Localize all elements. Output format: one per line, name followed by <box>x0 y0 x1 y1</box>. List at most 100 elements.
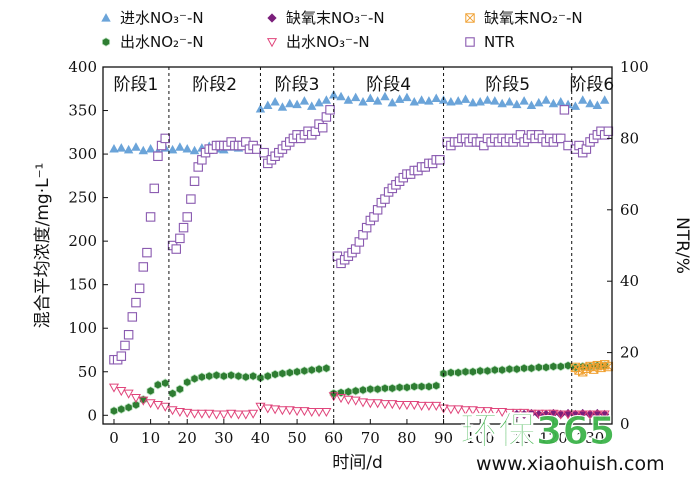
y-right-axis-title: NTR/% <box>672 217 692 274</box>
data-point <box>234 371 243 381</box>
data-point <box>124 402 133 413</box>
data-point <box>446 97 456 106</box>
data-point <box>189 409 200 419</box>
axes: 阶段1 阶段2 阶段3 阶段4 阶段5 阶段6 0 10 20 30 40 50 60 70 80 90 100… <box>33 58 692 473</box>
data-point <box>416 401 427 411</box>
data-point <box>300 366 309 376</box>
data-point <box>599 410 610 420</box>
data-point <box>520 363 529 373</box>
y-right-tick-label: 20 <box>620 344 639 362</box>
data-point <box>134 283 145 294</box>
data-point <box>138 262 149 272</box>
x-tick-label: 20 <box>178 429 197 447</box>
legend-label: 进水NO₃⁻-N <box>120 9 204 27</box>
data-point <box>387 400 398 410</box>
data-point <box>116 143 127 152</box>
data-point <box>123 389 134 399</box>
data-point <box>321 407 332 418</box>
legend-label: NTR <box>484 33 515 51</box>
data-point <box>227 370 236 380</box>
data-point <box>476 366 485 376</box>
data-point <box>504 408 515 418</box>
data-point <box>306 407 317 418</box>
data-point <box>388 383 397 393</box>
legend-label: 出水NO₂⁻-N <box>120 33 204 51</box>
data-point <box>541 95 551 104</box>
data-point <box>138 396 149 406</box>
data-point <box>453 405 464 415</box>
x-tick-label: 30 <box>214 429 233 447</box>
data-point <box>394 94 405 103</box>
data-point <box>204 409 215 419</box>
data-point <box>446 367 455 378</box>
data-point <box>592 100 603 109</box>
data-point <box>241 372 250 382</box>
legend-marker <box>101 13 111 22</box>
data-point <box>248 409 259 419</box>
y-left-axis-title: 混合平均浓度/mg·L⁻¹ <box>33 163 53 329</box>
data-point <box>175 142 185 151</box>
y-left-tick-label: 100 <box>68 319 97 337</box>
data-point <box>578 367 588 377</box>
data-point <box>142 247 152 258</box>
legend-marker <box>465 13 475 23</box>
data-point <box>127 312 138 322</box>
data-point <box>482 407 493 417</box>
data-point <box>183 377 192 387</box>
data-point <box>167 144 178 154</box>
data-point <box>278 368 287 379</box>
data-point <box>196 409 207 419</box>
data-point <box>497 98 507 108</box>
data-point <box>490 365 499 375</box>
data-point <box>160 402 171 412</box>
data-point <box>445 405 456 415</box>
legend-item: 缺氧末NO₂⁻-N <box>465 9 583 27</box>
data-point <box>395 382 404 393</box>
x-tick-label: 40 <box>251 429 270 447</box>
data-point <box>285 98 295 108</box>
data-point <box>233 410 244 420</box>
series-5 <box>109 105 614 365</box>
data-point <box>171 244 181 254</box>
data-point <box>599 360 610 370</box>
data-point <box>592 410 603 420</box>
stage-label: 阶段1 <box>114 75 159 95</box>
data-point <box>108 383 120 393</box>
data-point <box>526 100 537 109</box>
data-point <box>387 97 397 107</box>
data-point <box>431 401 442 411</box>
watermark-logo: 环保365 <box>460 409 615 453</box>
data-point <box>153 380 162 390</box>
data-point <box>394 400 405 411</box>
x-axis-title: 时间/d <box>332 453 383 473</box>
data-point <box>117 404 126 414</box>
data-point <box>123 144 134 154</box>
data-point <box>435 155 445 165</box>
data-point <box>299 96 310 105</box>
data-point <box>468 97 478 107</box>
data-point <box>585 98 595 108</box>
data-point <box>153 151 163 162</box>
data-point <box>161 378 170 388</box>
data-point <box>123 329 134 340</box>
data-point <box>453 96 463 105</box>
data-point <box>409 97 419 106</box>
data-point <box>131 400 140 410</box>
x-tick-label: 120 <box>539 429 568 447</box>
data-point <box>410 381 419 392</box>
data-point <box>109 144 119 153</box>
stage-label: 阶段3 <box>275 75 320 95</box>
data-point <box>167 406 178 416</box>
data-point <box>292 99 302 109</box>
data-point <box>489 407 500 418</box>
data-point <box>402 382 411 393</box>
data-point <box>145 212 156 222</box>
data-point <box>182 144 192 153</box>
data-point <box>315 364 324 374</box>
data-point <box>592 360 603 371</box>
data-point <box>189 145 200 155</box>
data-point <box>563 410 574 420</box>
data-point <box>548 409 559 419</box>
data-point <box>541 409 552 419</box>
